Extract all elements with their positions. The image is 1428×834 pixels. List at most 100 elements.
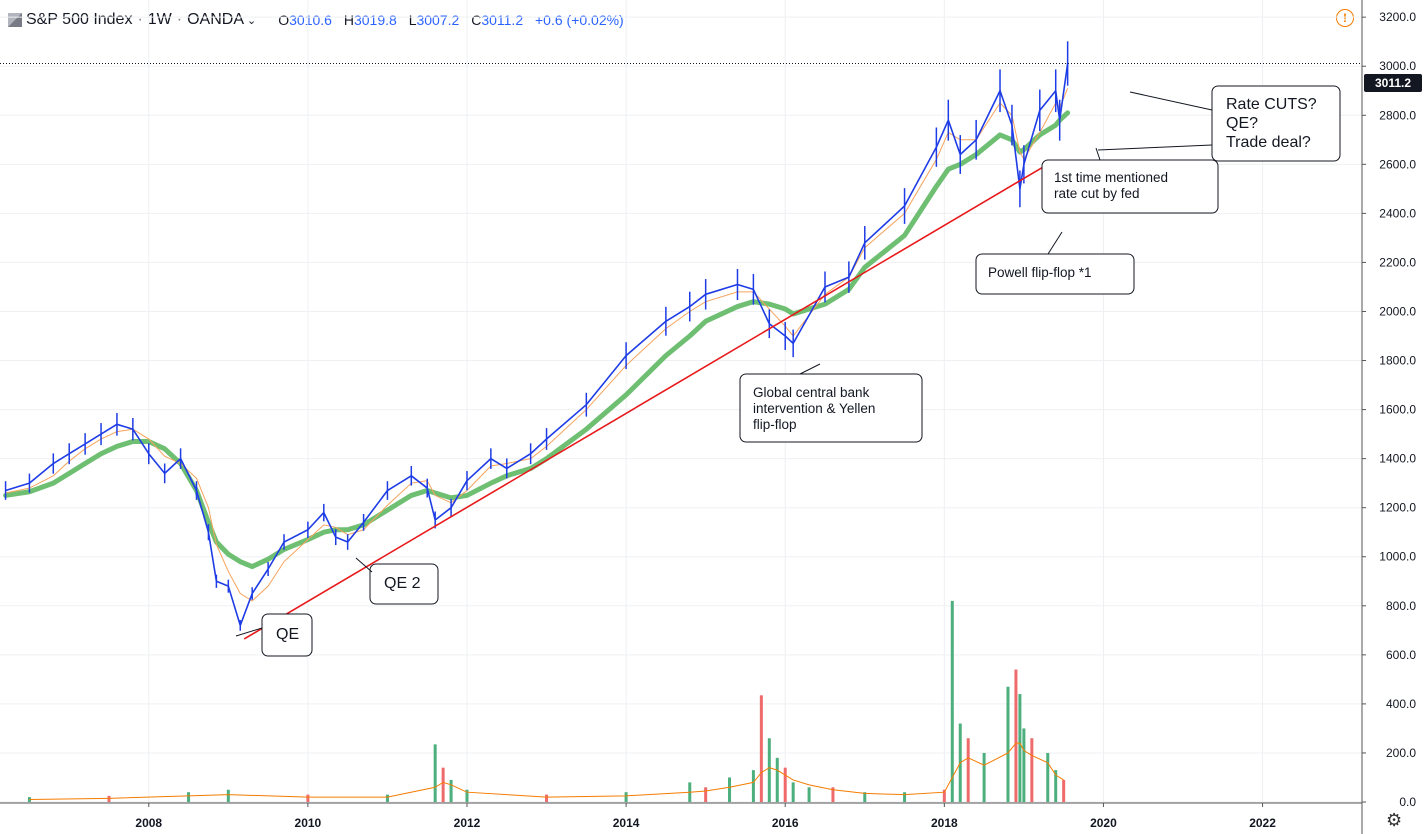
chart-header: S&P 500 Index · 1W · OANDA ⌄ O3010.6 H30… (0, 0, 632, 40)
callout-powell (975, 253, 1135, 295)
time-tick-label: 2016 (772, 816, 799, 830)
close-value: 3011.2 (481, 12, 524, 28)
price-tick-label: 3200.0 (1379, 10, 1416, 24)
sma-long-line (3, 110, 1071, 570)
support-trendline (243, 163, 1049, 640)
time-tick-label: 2022 (1249, 816, 1276, 830)
open-value: 3010.6 (289, 12, 332, 28)
time-tick-label: 2018 (931, 816, 958, 830)
callout-global (739, 373, 923, 443)
source-label[interactable]: OANDA (187, 11, 245, 28)
sma-short-line (5, 88, 1069, 602)
price-tick-label: 800.0 (1386, 599, 1416, 613)
price-tick-label: 2600.0 (1379, 157, 1416, 171)
annotation-qe2[interactable]: QE 2 (384, 575, 421, 592)
price-tick-label: 600.0 (1386, 648, 1416, 662)
volume-bar (465, 789, 469, 802)
volume-bar (728, 777, 732, 802)
symbol-name[interactable]: S&P 500 Index (26, 11, 133, 28)
price-line (5, 63, 1069, 627)
volume-bar (982, 752, 986, 802)
volume-bar (1030, 738, 1034, 802)
volume-bar (433, 744, 437, 802)
low-value: 3007.2 (416, 12, 460, 28)
volume-bar (545, 794, 549, 802)
low-label: L (408, 12, 417, 28)
time-tick-label: 2012 (454, 816, 481, 830)
time-tick-label: 2008 (135, 816, 162, 830)
annotation-first-rate-cut-mention[interactable]: 1st time mentioned rate cut by fed (1054, 170, 1169, 201)
volume-bar (226, 789, 230, 802)
volume-bar (1006, 686, 1010, 802)
volume-bar (449, 779, 453, 802)
volume-bar (863, 792, 867, 802)
volume-bar (831, 787, 835, 802)
volume-bar (950, 600, 954, 802)
volume-bar (1062, 779, 1066, 802)
high-label: H (343, 12, 354, 28)
volume-bar (807, 787, 811, 802)
change-value: +0.6 (+0.02%) (535, 12, 624, 28)
interval-label[interactable]: 1W (147, 11, 172, 28)
price-tick-label: 2400.0 (1379, 206, 1416, 220)
price-tick-label: 2200.0 (1379, 255, 1416, 269)
high-value: 3019.8 (353, 12, 397, 28)
time-tick-label: 2010 (295, 816, 322, 830)
symbol-logo-icon (8, 13, 22, 27)
volume-bar (441, 767, 445, 802)
volume-bar (624, 792, 628, 802)
volume-bar (385, 794, 389, 802)
time-tick-label: 2020 (1090, 816, 1117, 830)
close-label: C (471, 12, 482, 28)
price-tick-label: 2800.0 (1379, 108, 1416, 122)
price-tick-label: 1800.0 (1379, 354, 1416, 368)
volume-bar (791, 782, 795, 802)
volume-bar (1054, 770, 1058, 802)
callout-qe-pointer (235, 627, 263, 637)
separator: · (176, 11, 183, 28)
callout-rate-cuts (1211, 85, 1341, 162)
volume-bar (1014, 669, 1018, 802)
price-tick-label: 1400.0 (1379, 452, 1416, 466)
volume-bar (759, 695, 763, 802)
price-tick-label: 2000.0 (1379, 304, 1416, 318)
open-label: O (278, 12, 290, 28)
price-tick-label: 1200.0 (1379, 501, 1416, 515)
callout-first-mention-pointer (1095, 147, 1101, 161)
callout-rate-cuts-pointer (1097, 144, 1213, 151)
annotation-powell-flip-flop[interactable]: Powell flip-flop *1 (988, 265, 1092, 280)
price-tick-label: 1600.0 (1379, 403, 1416, 417)
callout-qe2 (369, 563, 439, 605)
volume-bar (1046, 752, 1050, 802)
ohlc-readout: O3010.6 H3019.8 L3007.2 C3011.2 +0.6 (+0… (278, 12, 632, 28)
volume-bar (1022, 728, 1026, 802)
callout-qe2-pointer (355, 557, 373, 573)
separator: · (137, 11, 143, 28)
annotation-rate-cuts[interactable]: Rate CUTS? QE? Trade deal? (1226, 96, 1317, 151)
callout-qe (261, 613, 313, 657)
price-tick-label: 3000.0 (1379, 59, 1416, 73)
volume-bar (783, 767, 787, 802)
gear-icon[interactable]: ⚙ (1386, 810, 1403, 830)
volume-ma-line (29, 742, 1064, 801)
volume-bar (903, 792, 907, 802)
price-tick-label: 400.0 (1386, 697, 1416, 711)
price-tick-label: 0.0 (1399, 795, 1416, 809)
volume-bar (107, 795, 111, 802)
volume-bar (775, 757, 779, 802)
annotation-global-intervention[interactable]: Global central bank intervention & Yelle… (753, 385, 876, 432)
volume-bar (187, 792, 191, 802)
warning-icon[interactable]: ! (1336, 9, 1354, 27)
callout-powell-pointer (1047, 231, 1063, 255)
volume-bar (1018, 694, 1022, 802)
price-tick-label: 200.0 (1386, 746, 1416, 760)
last-price-label: 3011.2 (1364, 74, 1422, 92)
callout-first-mention (1041, 159, 1219, 214)
callout-global-pointer (799, 363, 821, 375)
time-tick-label: 2014 (613, 816, 640, 830)
volume-bar (966, 738, 970, 802)
annotation-qe[interactable]: QE (276, 626, 300, 643)
volume-bar (306, 794, 310, 802)
chevron-down-icon[interactable]: ⌄ (247, 14, 257, 27)
